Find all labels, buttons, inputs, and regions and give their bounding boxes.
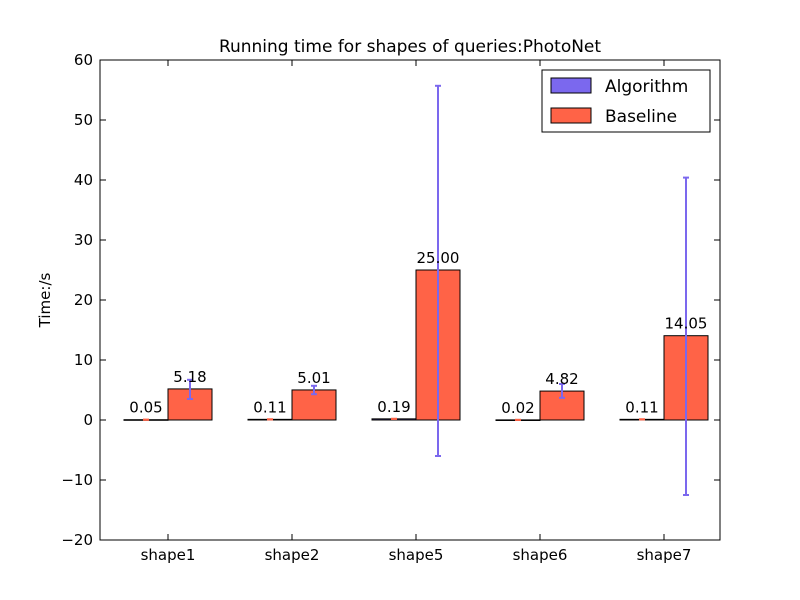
ticks-layer: shape1 shape2 shape5 shape6 shape7 −20 −10 0 10 2…	[61, 51, 720, 564]
x-tick-label-shape5: shape5	[389, 546, 444, 564]
data-label-algorithm-shape7: 0.11	[625, 398, 658, 416]
y-tick-label: −20	[61, 531, 93, 549]
y-axis-label: Time:/s	[36, 273, 54, 329]
chart-title: Running time for shapes of queries:Photo…	[219, 37, 601, 57]
data-label-baseline-shape7: 14.05	[665, 315, 708, 333]
data-label-baseline-shape1: 5.18	[173, 368, 206, 386]
data-label-algorithm-shape2: 0.11	[253, 398, 286, 416]
y-tick-label: 40	[74, 171, 93, 189]
data-label-baseline-shape2: 5.01	[297, 369, 330, 387]
legend-swatch-algorithm	[550, 77, 592, 94]
legend-label-algorithm: Algorithm	[605, 77, 688, 97]
y-tick-label: 50	[74, 111, 93, 129]
y-tick-label: 20	[74, 291, 93, 309]
x-tick-label-shape6: shape6	[513, 546, 568, 564]
data-labels-layer: 0.05 5.18 0.11 5.01 0.19 25.00 0.02 4.82 0.11 14.…	[129, 249, 707, 417]
x-tick-label-shape2: shape2	[265, 546, 320, 564]
x-tick-label-shape1: shape1	[141, 546, 196, 564]
data-label-algorithm-shape6: 0.02	[501, 399, 534, 417]
legend: Algorithm Baseline	[541, 69, 711, 133]
bar-baseline-shape6	[539, 390, 585, 421]
y-tick-label: 60	[74, 51, 93, 69]
y-tick-label: 10	[74, 351, 93, 369]
data-label-algorithm-shape5: 0.19	[377, 398, 410, 416]
legend-swatch-baseline	[550, 107, 592, 124]
data-label-baseline-shape5: 25.00	[417, 249, 460, 267]
y-tick-label: 30	[74, 231, 93, 249]
legend-label-baseline: Baseline	[605, 107, 677, 127]
error-bars-layer	[143, 84, 689, 496]
x-tick-label-shape7: shape7	[637, 546, 692, 564]
data-label-baseline-shape6: 4.82	[545, 370, 578, 388]
y-tick-label: 0	[83, 411, 93, 429]
y-tick-label: −10	[61, 471, 93, 489]
data-label-algorithm-shape1: 0.05	[129, 399, 162, 417]
